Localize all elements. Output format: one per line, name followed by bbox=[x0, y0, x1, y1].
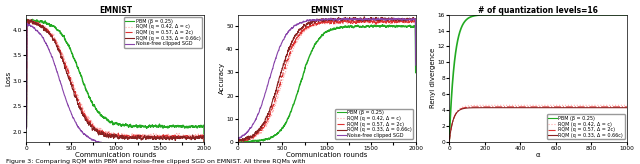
Title: EMNIST: EMNIST bbox=[99, 6, 132, 15]
Legend: PBM (β = 0.25), RQM (q = 0.42, Δ = c), RQM (q = 0.57, Δ = 2c), RQM (q = 0.33, Δ : PBM (β = 0.25), RQM (q = 0.42, Δ = c), R… bbox=[124, 17, 202, 48]
Text: Figure 3: Comparing RQM with PBM and noise-free clipped SGD on EMNIST. All three: Figure 3: Comparing RQM with PBM and noi… bbox=[6, 159, 306, 164]
X-axis label: Communication rounds: Communication rounds bbox=[75, 153, 156, 158]
Legend: PBM (β = 0.25), RQM (q = 0.42, Δ = c), RQM (q = 0.57, Δ = 2c), RQM (q = 0.33, Δ : PBM (β = 0.25), RQM (q = 0.42, Δ = c), R… bbox=[547, 114, 625, 139]
Legend: PBM (β = 0.25), RQM (q = 0.42, Δ = c), RQM (q = 0.57, Δ = 2c), RQM (q = 0.33, Δ : PBM (β = 0.25), RQM (q = 0.42, Δ = c), R… bbox=[335, 109, 413, 139]
Title: EMNIST: EMNIST bbox=[310, 6, 343, 15]
X-axis label: α: α bbox=[536, 153, 540, 158]
Y-axis label: Renyi divergence: Renyi divergence bbox=[430, 48, 436, 108]
Y-axis label: Accuracy: Accuracy bbox=[219, 62, 225, 94]
X-axis label: Communication rounds: Communication rounds bbox=[286, 153, 367, 158]
Y-axis label: Loss: Loss bbox=[6, 71, 12, 86]
Title: # of quantization levels=16: # of quantization levels=16 bbox=[478, 6, 598, 15]
